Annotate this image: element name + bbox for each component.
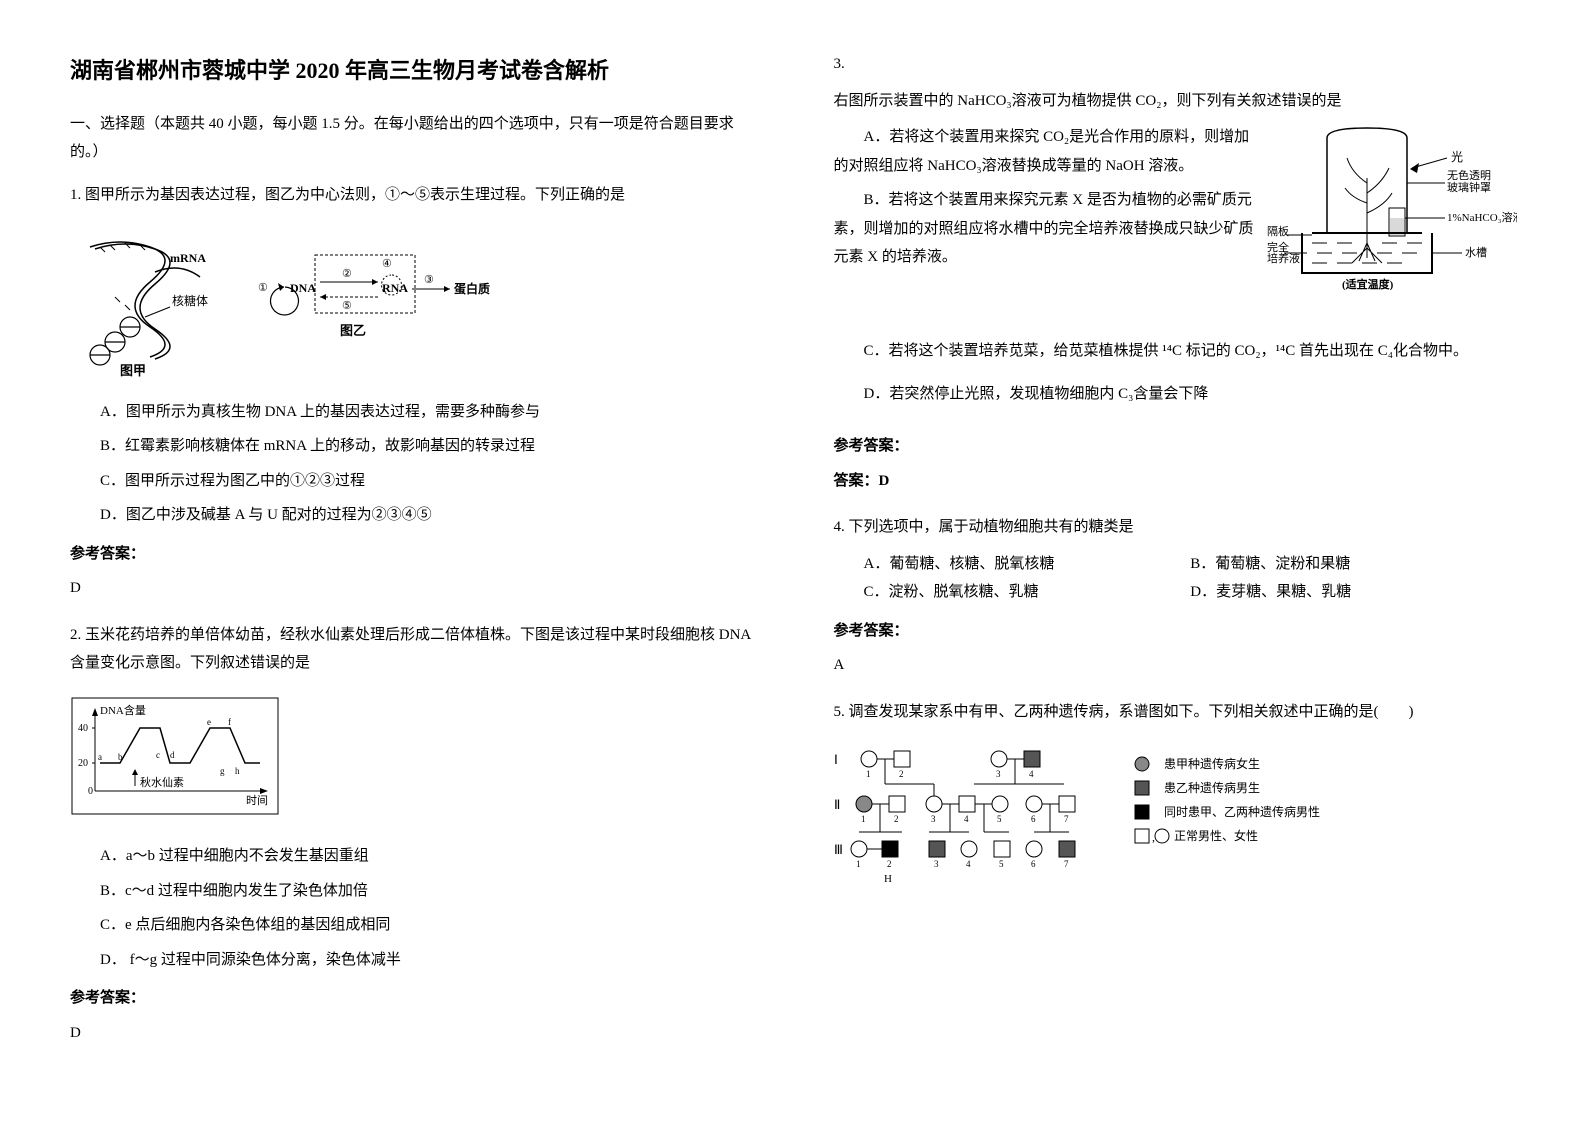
label-n3: ③ [424,274,434,286]
gen-I: Ⅰ [834,752,838,767]
q2-f: f [228,717,231,727]
q2-h: h [235,766,240,776]
svg-text:3: 3 [996,769,1001,779]
q2-opt-a: A．a～b 过程中细胞内不会发生基因重组 [100,842,754,871]
svg-text:4: 4 [964,814,969,824]
svg-text:7: 7 [1064,814,1069,824]
svg-text:2: 2 [894,814,899,824]
q2-annot: 秋水仙素 [140,775,184,789]
svg-text:1: 1 [861,814,866,824]
label-protein: 蛋白质 [454,281,490,296]
q1-opt-a: A．图甲所示为真核生物 DNA 上的基因表达过程，需要多种酶参与 [100,398,754,427]
q4-ref-label: 参考答案： [834,617,1518,646]
q1-answer: D [70,574,754,603]
q3-stem-n: 3. [834,50,1518,79]
q2-opt-c: C．e 点后细胞内各染色体组的基因组成相同 [100,911,754,940]
q4-stem: 4. 下列选项中，属于动植物细胞共有的糖类是 [834,513,1518,542]
q1-opt-c: C．图甲所示过程为图乙中的①②③过程 [100,467,754,496]
q5-pedigree: Ⅰ 1 2 3 4 Ⅱ [834,744,1394,894]
section-heading: 一、选择题（本题共 40 小题，每小题 1.5 分。在每小题给出的四个选项中，只… [70,110,754,167]
legend-4: 正常男性、女性 [1174,828,1258,843]
question-5: 5. 调查发现某家系中有甲、乙两种遗传病，系谱图如下。下列相关叙述中正确的是( … [834,698,1518,915]
q1-diagram: mRNA 核糖体 图甲 ① DNA [70,227,490,377]
q2-b: b [118,752,123,762]
q2-ref-label: 参考答案： [70,984,754,1013]
q2-chart: DNA含量 时间 20 40 0 a b c d e f g h [70,696,280,816]
label-ribosome: 核糖体 [172,293,208,308]
q2-xlabel: 时间 [246,794,268,807]
q1-opt-b: B．红霉素影响核糖体在 mRNA 上的移动，故影响基因的转录过程 [100,432,754,461]
q4-opt-a: A．葡萄糖、核糖、脱氧核糖 [864,550,1191,579]
q1-opt-d: D．图乙中涉及碱基 A 与 U 配对的过程为②③④⑤ [100,501,754,530]
question-2: 2. 玉米花药培养的单倍体幼苗，经秋水仙素处理后形成二倍体植株。下图是该过程中某… [70,621,754,1048]
label-n5: ⑤ [342,300,352,312]
q2-stem: 2. 玉米花药培养的单倍体幼苗，经秋水仙素处理后形成二倍体植株。下图是该过程中某… [70,621,754,678]
svg-text:7: 7 [1064,859,1069,869]
legend-1: 患甲种遗传病女生 [1164,756,1260,771]
svg-text:4: 4 [966,859,971,869]
q2-a: a [98,752,102,762]
svg-text:1: 1 [856,859,861,869]
svg-text:5: 5 [997,814,1002,824]
q3-figure: 光 无色透明玻璃钟罩 1%NaHCO₃溶液 隔板 完全培养液 水槽 (适宜温度) [1267,123,1517,323]
legend-3: 同时患甲、乙两种遗传病男性 [1164,804,1320,819]
q2-answer: D [70,1019,754,1048]
label-dna: DNA [290,281,316,295]
q3-label-block: 隔板 [1267,224,1289,238]
q3-ref-label: 参考答案： [834,432,1518,461]
q3-label-sol: 1%NaHCO₃溶液 [1447,210,1517,224]
legend-2: 患乙种遗传病男生 [1164,780,1260,795]
gen-H: H [884,873,892,885]
q2-yt-20: 20 [78,758,88,769]
q4-answer: A [834,651,1518,680]
svg-text:3: 3 [934,859,939,869]
svg-text:1: 1 [866,769,871,779]
svg-text:,: , [1152,830,1155,844]
q3-label-temp: (适宜温度) [1342,277,1394,291]
label-tuA: 图甲 [120,363,146,377]
label-mrna: mRNA [170,251,206,265]
q2-ylabel: DNA含量 [100,703,146,717]
svg-text:3: 3 [931,814,936,824]
q2-opt-b: B．c～d 过程中细胞内发生了染色体加倍 [100,877,754,906]
q5-stem: 5. 调查发现某家系中有甲、乙两种遗传病，系谱图如下。下列相关叙述中正确的是( … [834,698,1518,727]
svg-text:6: 6 [1031,859,1036,869]
q2-origin: 0 [88,786,93,797]
q2-g: g [220,766,225,776]
svg-text:2: 2 [899,769,904,779]
gen-II: Ⅱ [834,797,840,812]
q2-d: d [170,750,175,760]
page-title: 湖南省郴州市蓉城中学 2020 年高三生物月考试卷含解析 [70,50,754,92]
q4-opt-c: C．淀粉、脱氧核糖、乳糖 [864,578,1191,607]
q3-label-trough: 水槽 [1465,246,1487,259]
label-tuB: 图乙 [340,323,366,338]
q3-opt-c: C．若将这个装置培养苋菜，给苋菜植株提供 ¹⁴C 标记的 CO₂，¹⁴C 首先出… [834,337,1518,366]
q1-ref-label: 参考答案： [70,540,754,569]
question-1: 1. 图甲所示为基因表达过程，图乙为中心法则，①～⑤表示生理过程。下列正确的是 [70,181,754,530]
label-n2: ② [342,268,352,280]
q2-e: e [207,717,211,727]
label-n1: ① [258,282,268,294]
q2-yt-40: 40 [78,723,88,734]
svg-text:6: 6 [1031,814,1036,824]
q3-label-light: 光 [1451,150,1463,164]
q3-label-cover: 无色透明玻璃钟罩 [1447,168,1491,194]
gen-III: Ⅲ [834,842,843,857]
question-3: 3. 右图所示装置中的 NaHCO₃溶液可为植物提供 CO₂，则下列有关叙述错误… [834,50,1518,495]
q3-label-nutrient: 完全培养液 [1267,240,1300,265]
q2-opt-d: D． f～g 过程中同源染色体分离，染色体减半 [100,946,754,975]
q3-stem: 右图所示装置中的 NaHCO₃溶液可为植物提供 CO₂，则下列有关叙述错误的是 [834,87,1518,116]
svg-text:5: 5 [999,859,1004,869]
q4-opt-b: B．葡萄糖、淀粉和果糖 [1190,550,1517,579]
q2-c: c [156,750,160,760]
q3-answer: 答案：D [834,467,1518,496]
svg-text:4: 4 [1029,769,1034,779]
q4-opt-d: D．麦芽糖、果糖、乳糖 [1190,578,1517,607]
question-4: 4. 下列选项中，属于动植物细胞共有的糖类是 A．葡萄糖、核糖、脱氧核糖 B．葡… [834,513,1518,680]
q3-opt-d: D．若突然停止光照，发现植物细胞内 C₃含量会下降 [834,380,1518,409]
label-n4: ④ [382,258,392,270]
q1-stem: 1. 图甲所示为基因表达过程，图乙为中心法则，①～⑤表示生理过程。下列正确的是 [70,181,754,210]
svg-text:2: 2 [887,859,892,869]
